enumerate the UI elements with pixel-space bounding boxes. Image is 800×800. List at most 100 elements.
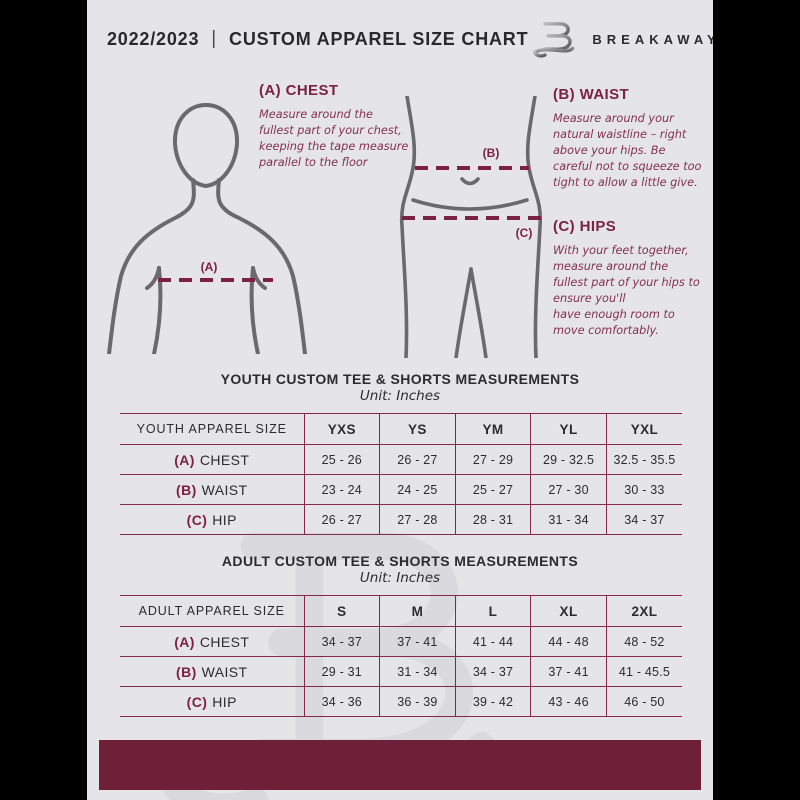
title-divider: | <box>211 28 218 49</box>
youth-waist-row: (B) WAIST 23 - 24 24 - 25 25 - 27 27 - 30… <box>120 474 682 505</box>
row-name: WAIST <box>201 663 248 680</box>
row-prefix: (C) <box>186 511 208 528</box>
cell: 37 - 41 <box>379 626 456 657</box>
cell: 44 - 48 <box>530 626 607 657</box>
waist-heading: (B) WAIST <box>553 86 630 103</box>
cell: 27 - 30 <box>530 474 607 505</box>
row-label: (B) WAIST <box>120 474 304 505</box>
cell: 34 - 37 <box>303 626 380 657</box>
cell: 30 - 33 <box>605 474 682 505</box>
cell: 31 - 34 <box>530 504 607 535</box>
adult-header-row: ADULT APPAREL SIZE S M L XL 2XL <box>120 595 682 627</box>
cell: 31 - 34 <box>379 656 456 687</box>
adult-size-table: ADULT APPAREL SIZE S M L XL 2XL (A) CHEST… <box>120 595 682 717</box>
cell: 36 - 39 <box>379 686 456 717</box>
cell: 41 - 44 <box>454 626 531 657</box>
cell: 28 - 31 <box>454 504 531 535</box>
document-title: 2022/2023 | CUSTOM APPAREL SIZE CHART <box>107 28 528 50</box>
size-chart-page: 2022/2023 | CUSTOM APPAREL SIZE CHART <box>87 0 713 800</box>
adult-chest-row: (A) CHEST 34 - 37 37 - 41 41 - 44 44 - 48… <box>120 626 682 657</box>
row-name: HIP <box>212 693 237 710</box>
cell: 24 - 25 <box>379 474 456 505</box>
document-header: 2022/2023 | CUSTOM APPAREL SIZE CHART <box>87 0 713 78</box>
youth-size-yl: YL <box>530 413 607 445</box>
adult-table-title: ADULT CUSTOM TEE & SHORTS MEASUREMENTS <box>221 553 579 569</box>
cell: 37 - 41 <box>530 656 607 687</box>
cell: 29 - 31 <box>303 656 380 687</box>
cell: 27 - 29 <box>454 444 531 475</box>
chest-instructions: (A) CHEST Measure around the fullest par… <box>259 82 411 171</box>
cell: 48 - 52 <box>605 626 682 657</box>
adult-size-2xl: 2XL <box>605 595 682 627</box>
row-name: WAIST <box>201 481 248 498</box>
cell: 34 - 36 <box>303 686 380 717</box>
row-prefix: (C) <box>186 693 208 710</box>
row-label: (C) HIP <box>120 504 304 535</box>
youth-table-title: YOUTH CUSTOM TEE & SHORTS MEASUREMENTS <box>220 371 580 387</box>
adult-size-column-header: ADULT APPAREL SIZE <box>120 595 304 627</box>
hips-line-label: (C) <box>516 226 533 240</box>
cell: 34 - 37 <box>454 656 531 687</box>
youth-header-row: YOUTH APPAREL SIZE YXS YS YM YL YXL <box>120 413 682 445</box>
youth-size-ym: YM <box>454 413 531 445</box>
cell: 26 - 27 <box>303 504 380 535</box>
cell: 34 - 37 <box>605 504 682 535</box>
adult-table-unit: Unit: Inches <box>359 570 441 586</box>
cell: 26 - 27 <box>379 444 456 475</box>
row-prefix: (A) <box>174 451 195 468</box>
row-prefix: (B) <box>176 663 197 680</box>
youth-size-ys: YS <box>379 413 456 445</box>
waist-instructions: (B) WAIST Measure around your natural wa… <box>553 86 705 191</box>
cell: 29 - 32.5 <box>530 444 607 475</box>
youth-size-table: YOUTH APPAREL SIZE YXS YS YM YL YXL (A) C… <box>120 413 682 535</box>
page-title: CUSTOM APPAREL SIZE CHART <box>229 28 529 49</box>
row-label: (A) CHEST <box>120 626 304 657</box>
cell: 46 - 50 <box>605 686 682 717</box>
cell: 25 - 26 <box>303 444 380 475</box>
brand-name: BREAKAWAY <box>592 31 713 47</box>
size-tables-section: YOUTH CUSTOM TEE & SHORTS MEASUREMENTS U… <box>87 365 713 717</box>
chest-heading: (A) CHEST <box>259 82 339 99</box>
row-label: (A) CHEST <box>120 444 304 475</box>
adult-waist-row: (B) WAIST 29 - 31 31 - 34 34 - 37 37 - 41… <box>120 656 682 687</box>
youth-chest-row: (A) CHEST 25 - 26 26 - 27 27 - 29 29 - 32… <box>120 444 682 475</box>
row-prefix: (B) <box>176 481 197 498</box>
chest-line-label: (A) <box>201 260 218 274</box>
youth-hip-row: (C) HIP 26 - 27 27 - 28 28 - 31 31 - 34 3… <box>120 504 682 535</box>
hips-heading: (C) HIPS <box>553 218 617 235</box>
brand-lockup: BREAKAWAY <box>528 18 713 60</box>
cell: 25 - 27 <box>454 474 531 505</box>
measurement-diagrams: (A) (B) (C) (A) CHEST Measure around the… <box>87 78 713 365</box>
row-label: (B) WAIST <box>120 656 304 687</box>
chest-body-text: Measure around the fullest part of your … <box>259 108 409 170</box>
row-name: CHEST <box>199 633 250 650</box>
hips-body-text: With your feet together, measure around … <box>553 244 700 338</box>
cell: 27 - 28 <box>379 504 456 535</box>
cell: 32.5 - 35.5 <box>605 444 682 475</box>
youth-table-unit: Unit: Inches <box>359 388 441 404</box>
adult-size-s: S <box>303 595 380 627</box>
waist-line-label: (B) <box>483 146 500 160</box>
season-year: 2022/2023 <box>107 28 200 49</box>
adult-size-xl: XL <box>530 595 607 627</box>
waist-body-text: Measure around your natural waistline – … <box>553 112 702 190</box>
youth-size-yxs: YXS <box>303 413 380 445</box>
youth-size-column-header: YOUTH APPAREL SIZE <box>120 413 304 445</box>
cell: 39 - 42 <box>454 686 531 717</box>
adult-size-m: M <box>379 595 456 627</box>
footer-accent-bar <box>99 740 701 790</box>
waist-hips-figure: (B) (C) <box>399 96 546 358</box>
row-name: CHEST <box>199 451 250 468</box>
row-name: HIP <box>212 511 237 528</box>
breakaway-logo-icon <box>533 22 575 58</box>
youth-size-yxl: YXL <box>605 413 682 445</box>
row-label: (C) HIP <box>120 686 304 717</box>
hips-instructions: (C) HIPS With your feet together, measur… <box>553 218 705 339</box>
adult-size-l: L <box>454 595 531 627</box>
torso-figure: (A) <box>107 103 307 354</box>
cell: 41 - 45.5 <box>605 656 682 687</box>
row-prefix: (A) <box>174 633 195 650</box>
adult-hip-row: (C) HIP 34 - 36 36 - 39 39 - 42 43 - 46 4… <box>120 686 682 717</box>
cell: 43 - 46 <box>530 686 607 717</box>
cell: 23 - 24 <box>303 474 380 505</box>
